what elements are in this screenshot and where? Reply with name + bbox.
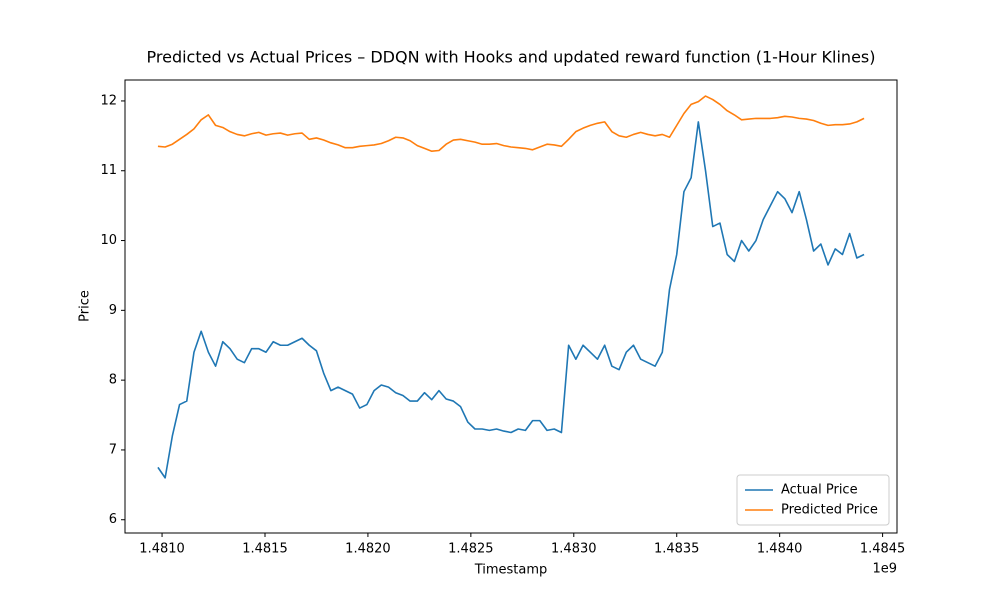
y-tick-label: 7 (109, 442, 117, 457)
x-tick-label: 1.4830 (551, 542, 597, 557)
x-tick-label: 1.4820 (345, 542, 391, 557)
x-tick-label: 1.4815 (242, 542, 288, 557)
y-tick-label: 12 (100, 93, 117, 108)
x-offset-label: 1e9 (872, 562, 897, 577)
data-line (157, 121, 865, 479)
x-tick-label: 1.4825 (448, 542, 494, 557)
legend-label: Actual Price (781, 483, 858, 498)
y-axis-label: Price (78, 290, 93, 322)
data-line (157, 95, 865, 152)
plot-frame (124, 79, 898, 534)
x-tick-label: 1.4835 (654, 542, 700, 557)
legend-label: Predicted Price (781, 503, 878, 518)
y-tick-label: 11 (100, 163, 117, 178)
x-tick-label: 1.4845 (860, 542, 906, 557)
x-tick-label: 1.4840 (757, 542, 803, 557)
chart-title: Predicted vs Actual Prices – DDQN with H… (147, 48, 876, 67)
y-tick-label: 9 (109, 303, 117, 318)
y-tick-label: 10 (100, 233, 117, 248)
x-axis-label: Timestamp (474, 563, 548, 578)
y-tick-label: 8 (109, 373, 117, 388)
legend-box (736, 474, 890, 526)
x-tick-label: 1.4810 (139, 542, 185, 557)
y-tick-label: 6 (109, 512, 117, 527)
